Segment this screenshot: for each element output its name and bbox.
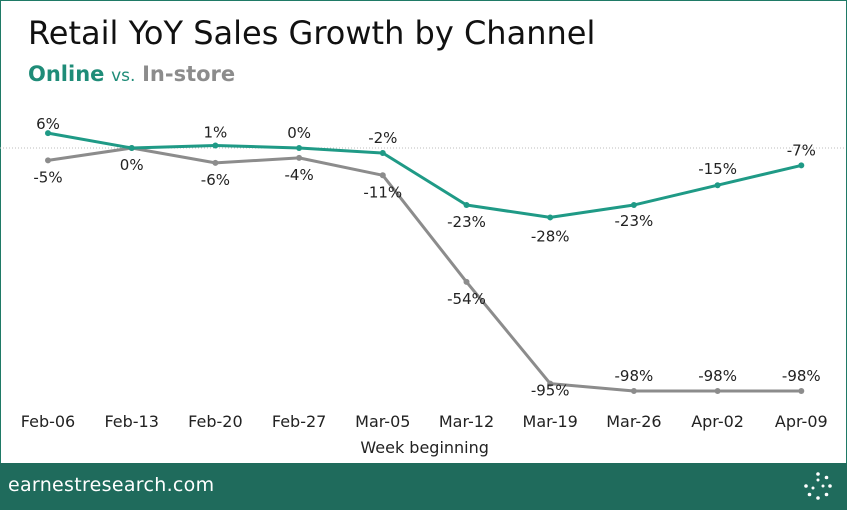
instore-data-label: -4% bbox=[284, 166, 313, 184]
online-point bbox=[798, 162, 805, 169]
instore-point bbox=[296, 154, 303, 161]
instore-data-label: -5% bbox=[33, 168, 62, 186]
x-tick-label: Feb-13 bbox=[104, 412, 158, 431]
online-data-label: -7% bbox=[787, 141, 816, 159]
online-data-label: 1% bbox=[204, 124, 228, 142]
online-data-label: -15% bbox=[698, 160, 737, 178]
x-tick-label: Feb-27 bbox=[272, 412, 326, 431]
online-data-label: -2% bbox=[368, 129, 397, 147]
x-axis-ticks: Feb-06 Feb-13 Feb-20 Feb-27 Mar-05 Mar-12 Mar-… bbox=[21, 412, 828, 431]
instore-point bbox=[212, 159, 219, 166]
chart-subtitle: Online vs. In-store bbox=[28, 62, 235, 86]
instore-line bbox=[47, 146, 802, 393]
subtitle-instore-label: In-store bbox=[142, 62, 236, 86]
instore-point bbox=[379, 172, 386, 179]
online-data-label: -23% bbox=[615, 212, 654, 230]
instore-data-label: -11% bbox=[363, 183, 402, 201]
online-point bbox=[212, 142, 219, 149]
instore-data-label: -98% bbox=[782, 367, 821, 385]
instore-data-label: -98% bbox=[615, 367, 654, 385]
dotted-circle-logo-icon bbox=[804, 472, 832, 500]
footer-bar: earnestresearch.com bbox=[0, 463, 847, 510]
line-chart: -5% 0% -6% -4% -11% -54% -95% -98% -98% -98% 6% 0%… bbox=[0, 115, 845, 457]
x-tick-label: Feb-06 bbox=[21, 412, 75, 431]
instore-point bbox=[547, 380, 554, 387]
x-tick-label: Mar-12 bbox=[439, 412, 494, 431]
online-point bbox=[379, 149, 386, 156]
instore-data-label: -54% bbox=[447, 290, 486, 308]
x-tick-label: Apr-09 bbox=[775, 412, 828, 431]
online-point bbox=[128, 145, 135, 151]
subtitle-online-label: Online bbox=[28, 62, 105, 86]
instore-point bbox=[798, 388, 805, 395]
x-tick-label: Feb-20 bbox=[188, 412, 242, 431]
chart-title: Retail YoY Sales Growth by Channel bbox=[28, 14, 596, 52]
online-point bbox=[45, 130, 51, 137]
online-line bbox=[47, 131, 802, 219]
online-data-label: 6% bbox=[36, 115, 60, 133]
x-axis-label: Week beginning bbox=[360, 438, 489, 457]
x-tick-label: Mar-19 bbox=[523, 412, 578, 431]
instore-point bbox=[630, 388, 637, 395]
footer-brand[interactable]: earnestresearch.com bbox=[8, 474, 215, 496]
online-point bbox=[714, 182, 721, 189]
online-series: 6% 0% 1% 0% -2% -23% -28% -23% -15% -7% bbox=[36, 115, 816, 245]
instore-data-label: -6% bbox=[201, 171, 230, 189]
x-tick-label: Mar-05 bbox=[355, 412, 410, 431]
x-tick-label: Mar-26 bbox=[606, 412, 661, 431]
instore-point bbox=[45, 157, 51, 164]
online-data-label: 0% bbox=[120, 156, 144, 174]
online-point bbox=[630, 202, 637, 209]
instore-data-label: -98% bbox=[698, 367, 737, 385]
online-data-label: -23% bbox=[447, 213, 486, 231]
instore-point bbox=[714, 388, 721, 395]
online-data-label: 0% bbox=[287, 124, 311, 142]
online-data-label: -28% bbox=[531, 227, 570, 245]
instore-data-label: -95% bbox=[531, 382, 570, 400]
instore-series: -5% 0% -6% -4% -11% -54% -95% -98% -98% -98% bbox=[33, 145, 821, 400]
online-point bbox=[463, 202, 470, 209]
x-tick-label: Apr-02 bbox=[691, 412, 744, 431]
instore-point bbox=[463, 278, 470, 285]
online-point bbox=[547, 214, 554, 221]
online-point bbox=[296, 145, 303, 151]
subtitle-vs-label: vs. bbox=[111, 66, 136, 86]
